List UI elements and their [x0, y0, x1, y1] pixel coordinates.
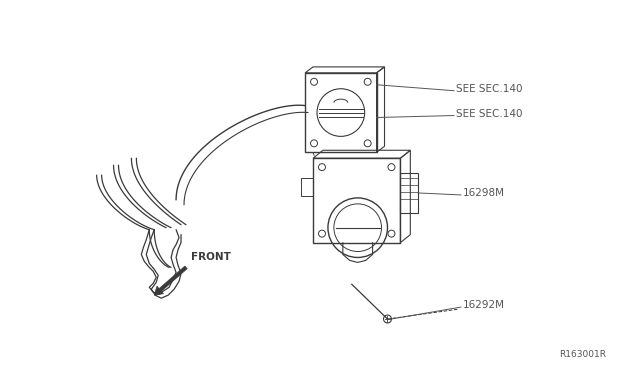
Text: R163001R: R163001R	[559, 350, 606, 359]
Bar	[305, 73, 376, 152]
Bar	[301, 178, 313, 196]
FancyArrow shape	[154, 266, 187, 295]
Text: SEE SEC.140: SEE SEC.140	[456, 109, 522, 119]
Bar	[313, 158, 401, 243]
Text: FRONT: FRONT	[191, 253, 231, 262]
Text: SEE SEC.140: SEE SEC.140	[456, 84, 522, 94]
Bar	[401, 173, 419, 213]
Text: 16292M: 16292M	[463, 300, 505, 310]
Text: 16298M: 16298M	[463, 188, 505, 198]
